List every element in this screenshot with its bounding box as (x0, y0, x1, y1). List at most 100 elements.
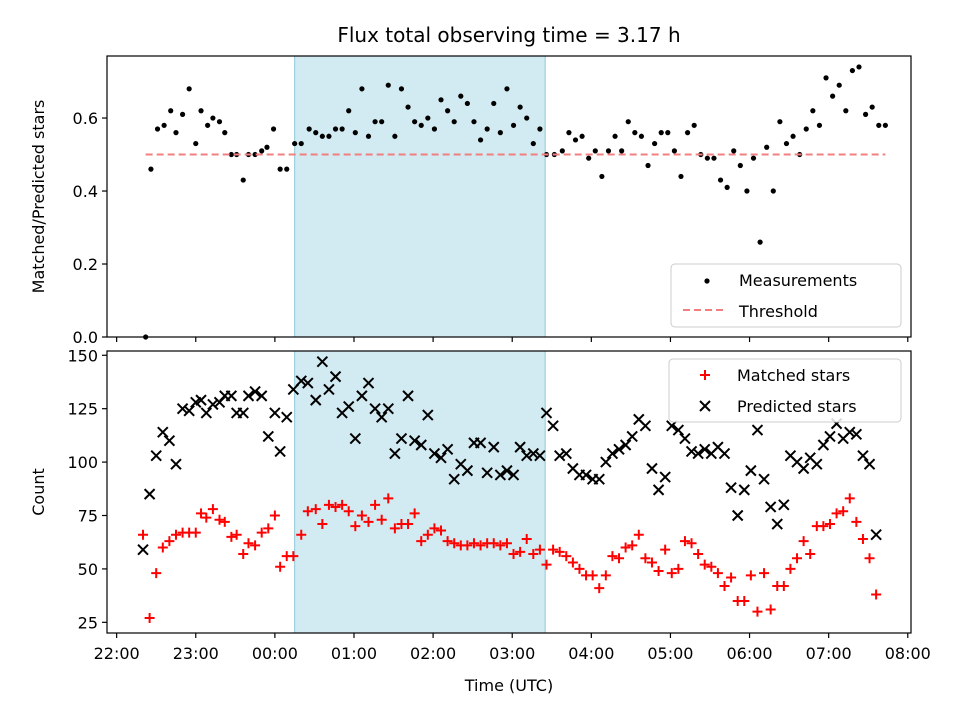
measurement-point (856, 64, 862, 70)
measurement-point (559, 148, 565, 154)
predicted-stars-point (183, 405, 195, 417)
measurement-point (704, 155, 710, 161)
x-tick-label: 22:00 (94, 644, 140, 663)
x-ticks: 22:00 23:00 00:00 01:00 02:00 03:00 04:00 05:00… (94, 633, 931, 663)
matched-stars-point (429, 523, 440, 534)
predicted-stars-point (606, 447, 619, 460)
measurement-point (517, 104, 523, 110)
matched-stars-point (269, 510, 280, 521)
measurement-point (277, 166, 283, 172)
matched-stars-point (627, 540, 638, 551)
x-tick-label: 05:00 (647, 644, 693, 663)
measurement-point (491, 100, 497, 107)
data-marks (137, 355, 882, 624)
matched-stars-point (594, 583, 605, 594)
matched-stars-point (323, 499, 334, 510)
observing-interval-shading (294, 55, 546, 338)
measurement-point (783, 140, 790, 147)
matched-stars-point (640, 553, 651, 564)
predicted-stars-point (176, 402, 189, 415)
measurement-point (264, 144, 270, 150)
matched-stars-point (785, 563, 796, 574)
axes-frame (106, 350, 912, 634)
measurement-point (284, 166, 290, 172)
measurement-point (438, 97, 444, 103)
ratio-panel: 0.0 0.2 0.4 0.6 Matched/Predicted stars Flux … (29, 23, 912, 347)
measurement-point (259, 148, 265, 154)
matched-stars-point (302, 506, 313, 517)
matched-stars-point (376, 514, 387, 525)
matched-stars-point (620, 542, 631, 553)
predicted-stars-point (362, 377, 375, 389)
measurement-point (717, 177, 724, 183)
matched-stars-point (719, 581, 730, 591)
legend-label: Threshold (738, 302, 818, 321)
matched-stars-point (288, 551, 299, 562)
predicted-stars-point (547, 420, 559, 432)
matched-stars-point (196, 508, 207, 519)
matched-stars-point (831, 508, 842, 519)
predicted-stars-point (745, 464, 757, 477)
predicted-stars-point (242, 390, 255, 402)
matched-stars-point (501, 538, 512, 549)
measurement-point (154, 126, 161, 132)
matched-stars-point (488, 538, 499, 549)
predicted-stars-point (619, 439, 632, 451)
predicted-stars-point (857, 449, 869, 462)
measurement-point (385, 82, 391, 88)
predicted-stars-point (310, 394, 322, 406)
predicted-stars-point (200, 407, 213, 419)
y-tick-label: 75 (78, 507, 98, 526)
measurement-point (777, 119, 783, 125)
predicted-stars-point (255, 390, 268, 402)
predicted-stars-point (281, 411, 293, 423)
axes-frame (106, 55, 912, 338)
legend: Matched stars Predicted stars (668, 358, 902, 423)
y-axis-label: Matched/Predicted stars (29, 100, 48, 294)
matched-stars-point (614, 553, 625, 564)
matched-stars-point (151, 568, 162, 579)
predicted-stars-point (685, 445, 698, 458)
predicted-stars-point (329, 370, 342, 383)
predicted-stars-point (225, 390, 238, 402)
matched-stars-point (653, 566, 664, 577)
predicted-stars-point (534, 449, 546, 462)
matched-stars-point (275, 561, 286, 572)
matched-stars-point (363, 516, 374, 527)
legend-plus-marker (700, 370, 710, 380)
measurement-point (770, 188, 776, 194)
matched-stars-point (449, 538, 460, 549)
series-predicted-stars (137, 355, 882, 556)
predicted-stars-point (170, 458, 182, 470)
measurement-point (524, 115, 530, 121)
measurement-point (869, 104, 875, 110)
legend-label: Predicted stars (737, 397, 857, 416)
matched-stars-point (864, 553, 875, 564)
measurement-point (210, 115, 216, 121)
measurement-point (484, 126, 490, 132)
matched-stars-point (226, 531, 237, 542)
legend: Measurements Threshold (670, 263, 902, 328)
measurement-point (750, 155, 757, 161)
matched-stars-point (554, 546, 565, 557)
predicted-stars-point (501, 464, 513, 477)
predicted-stars-point (521, 449, 533, 462)
matched-stars-point (144, 613, 155, 624)
predicted-stars-point (488, 441, 500, 453)
matched-stars-point (330, 501, 341, 512)
measurement-point (816, 122, 823, 128)
matched-stars-point (462, 540, 473, 551)
matched-stars-point (824, 519, 835, 530)
x-tick-label: 03:00 (489, 644, 535, 663)
measurement-point (445, 108, 451, 114)
measurement-point (205, 122, 211, 128)
matched-stars-point (726, 572, 737, 583)
measurement-point (803, 126, 809, 132)
measurement-point (179, 111, 186, 117)
measurement-point (711, 155, 717, 161)
measurement-point (638, 133, 645, 139)
predicted-stars-point (150, 449, 162, 462)
matched-stars-point (666, 568, 677, 579)
predicted-stars-point (672, 424, 685, 436)
matched-stars-point (805, 548, 816, 559)
